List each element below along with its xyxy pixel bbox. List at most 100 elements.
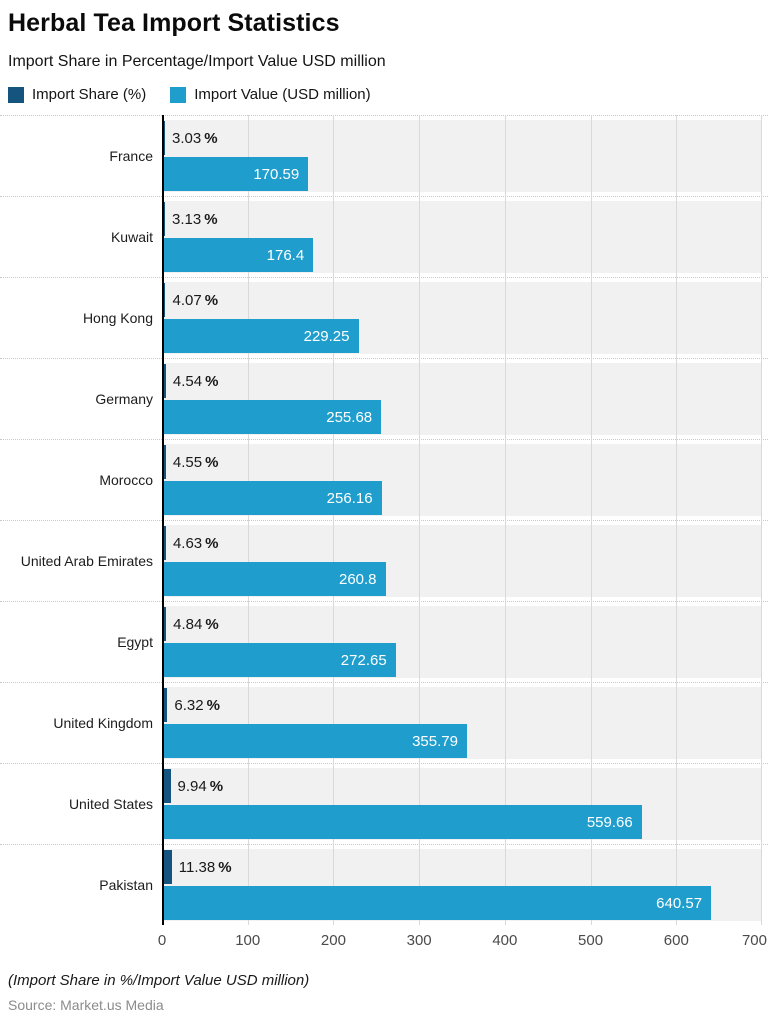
- import-value-bar[interactable]: 170.59: [162, 157, 309, 191]
- import-value-bar[interactable]: 255.68: [162, 400, 382, 434]
- row-plot: 3.03% 170.59: [162, 120, 762, 196]
- chart-row: Morocco 4.55% 256.16: [0, 439, 768, 520]
- share-bar-line: 4.84%: [162, 606, 762, 642]
- page-title: Herbal Tea Import Statistics: [8, 9, 340, 37]
- percent-sign: %: [209, 777, 224, 795]
- share-bar-line: 3.13%: [162, 201, 762, 237]
- share-number: 4.63: [172, 534, 203, 552]
- import-share-bar[interactable]: [162, 607, 167, 641]
- chart-row: Egypt 4.84% 272.65: [0, 601, 768, 682]
- share-number: 6.32: [174, 696, 204, 714]
- row-band: 11.38% 640.57: [162, 849, 762, 921]
- import-value-bar[interactable]: 355.79: [162, 724, 467, 758]
- row-band: 4.84% 272.65: [162, 606, 762, 678]
- share-bar-line: 4.63%: [162, 525, 762, 561]
- row-plot: 4.07% 229.25: [162, 282, 762, 358]
- row-plot: 4.55% 256.16: [162, 444, 762, 520]
- y-axis-line: [162, 115, 164, 925]
- share-number: 9.94: [177, 777, 207, 795]
- share-bar-line: 9.94%: [162, 768, 762, 804]
- rows-container: France 3.03% 170.59 Kuwait: [0, 115, 768, 925]
- row-plot: 9.94% 559.66: [162, 768, 762, 844]
- value-label: 255.68: [326, 408, 373, 426]
- value-label: 559.66: [586, 813, 633, 831]
- legend-swatch-icon: [170, 86, 187, 103]
- share-value-label: 3.13%: [172, 211, 218, 228]
- value-label: 355.79: [412, 732, 458, 750]
- category-label: Kuwait: [110, 228, 153, 245]
- row-plot: 3.13% 176.4: [162, 201, 762, 277]
- chart-row: Kuwait 3.13% 176.4: [0, 196, 768, 277]
- row-band: 4.54% 255.68: [162, 363, 762, 435]
- footer-note: (Import Share in %/Import Value USD mill…: [8, 972, 310, 989]
- percent-sign: %: [204, 291, 219, 309]
- x-tick-label: 100: [235, 932, 261, 949]
- row-band: 9.94% 559.66: [162, 768, 762, 840]
- share-bar-line: 3.03%: [162, 120, 762, 156]
- chart-row: France 3.03% 170.59: [0, 115, 768, 196]
- category-label: Egypt: [117, 633, 153, 650]
- legend-item[interactable]: Import Value (USD million): [170, 86, 371, 103]
- value-bar-line: 170.59: [162, 156, 762, 192]
- share-bar-line: 4.54%: [162, 363, 762, 399]
- value-bar-line: 260.8: [162, 561, 762, 597]
- share-number: 3.13: [172, 210, 202, 228]
- legend-label: Import Share (%): [32, 86, 147, 103]
- value-label: 256.16: [326, 489, 373, 507]
- import-value-bar[interactable]: 256.16: [162, 481, 382, 515]
- row-plot: 4.54% 255.68: [162, 363, 762, 439]
- share-value-label: 4.63%: [173, 535, 219, 552]
- share-bar-line: 11.38%: [162, 849, 762, 885]
- chart-row: Hong Kong 4.07% 229.25: [0, 277, 768, 358]
- percent-sign: %: [205, 534, 219, 552]
- import-value-bar[interactable]: 640.57: [162, 886, 712, 920]
- value-bar-line: 272.65: [162, 642, 762, 678]
- percent-sign: %: [205, 453, 219, 471]
- category-label: United Kingdom: [53, 714, 153, 731]
- import-share-bar[interactable]: [162, 769, 171, 803]
- share-value-label: 4.07%: [172, 292, 218, 309]
- import-value-bar[interactable]: 176.4: [162, 238, 314, 272]
- value-bar-line: 229.25: [162, 318, 762, 354]
- value-bar-line: 255.68: [162, 399, 762, 435]
- import-share-bar[interactable]: [162, 850, 172, 884]
- x-axis-ticks: 0 100 200 300 400 500 600 700: [158, 925, 767, 957]
- x-tick-label: 300: [406, 932, 432, 949]
- x-tick-label: 200: [320, 932, 346, 949]
- import-share-bar[interactable]: [162, 688, 168, 722]
- value-label: 176.4: [266, 246, 305, 264]
- chart-row: Germany 4.54% 255.68: [0, 358, 768, 439]
- x-tick-label: 700: [741, 932, 767, 949]
- share-number: 4.55: [172, 453, 203, 471]
- value-bar-line: 176.4: [162, 237, 762, 273]
- percent-sign: %: [205, 372, 219, 390]
- percent-sign: %: [218, 858, 232, 876]
- chart-row: Pakistan 11.38% 640.57: [0, 844, 768, 925]
- share-number: 4.84: [173, 615, 203, 633]
- import-value-bar[interactable]: 260.8: [162, 562, 386, 596]
- row-plot: 4.84% 272.65: [162, 606, 762, 682]
- percent-sign: %: [205, 615, 219, 633]
- x-tick-label: 400: [492, 932, 518, 949]
- row-band: 4.63% 260.8: [162, 525, 762, 597]
- legend-swatch-icon: [8, 86, 24, 103]
- import-value-bar[interactable]: 272.65: [162, 643, 396, 677]
- share-value-label: 6.32%: [174, 697, 220, 714]
- value-bar-line: 559.66: [162, 804, 762, 840]
- share-value-label: 9.94%: [178, 778, 224, 795]
- row-band: 4.55% 256.16: [162, 444, 762, 516]
- percent-sign: %: [204, 129, 218, 147]
- row-band: 6.32% 355.79: [162, 687, 762, 759]
- import-value-bar[interactable]: 229.25: [162, 319, 359, 353]
- category-label: Morocco: [99, 471, 153, 488]
- share-value-label: 4.84%: [173, 616, 219, 633]
- plot-area: France 3.03% 170.59 Kuwait: [0, 115, 768, 925]
- category-label: United Arab Emirates: [20, 552, 153, 569]
- x-tick-label: 600: [663, 932, 689, 949]
- category-label: Pakistan: [99, 876, 153, 893]
- import-value-bar[interactable]: 559.66: [162, 805, 642, 839]
- value-label: 260.8: [338, 570, 377, 588]
- category-label: Hong Kong: [82, 309, 153, 326]
- legend-item[interactable]: Import Share (%): [8, 86, 146, 103]
